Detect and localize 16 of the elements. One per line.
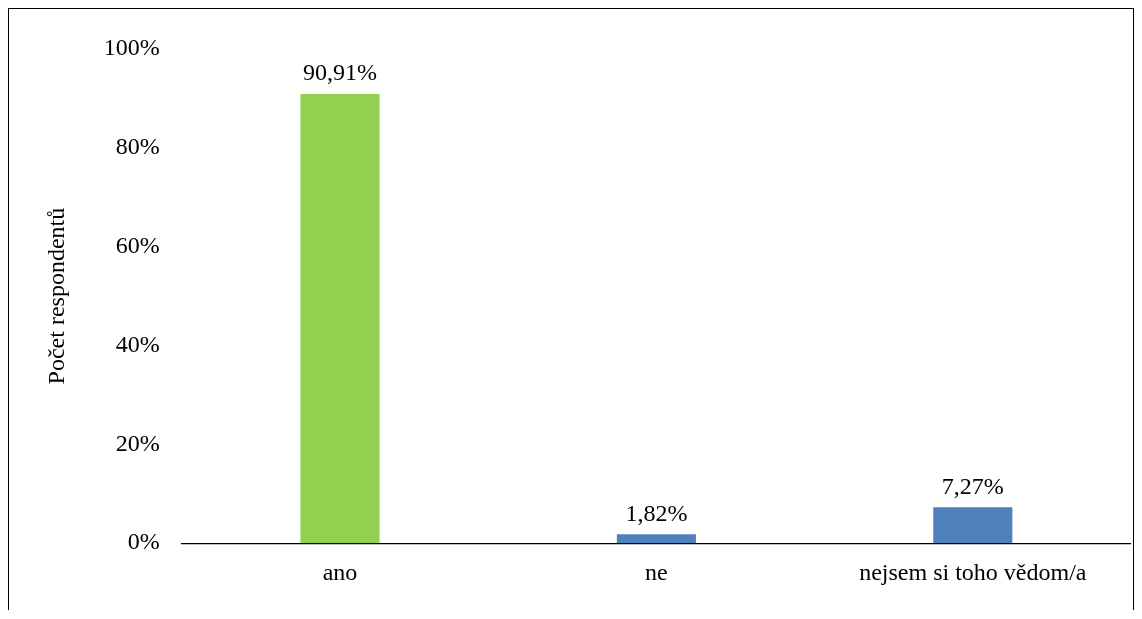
data-label: 90,91% [302,59,377,86]
bar [300,93,380,544]
y-tick-label: 100% [103,34,160,61]
data-label: 1,82% [625,499,688,526]
bar [933,507,1013,544]
y-axis-title: Počet respondentů [42,207,69,385]
data-label: 7,27% [941,472,1004,499]
y-tick-label: 20% [115,429,160,456]
x-tick-label: nejsem si toho vědom/a [859,558,1087,585]
x-tick-label: ano [322,558,358,585]
y-tick-label: 40% [115,330,160,357]
y-tick-label: 60% [115,231,160,258]
y-tick-label: 80% [115,133,160,160]
bar [616,534,696,544]
y-tick-label: 0% [127,528,160,555]
x-tick-label: ne [645,558,668,585]
